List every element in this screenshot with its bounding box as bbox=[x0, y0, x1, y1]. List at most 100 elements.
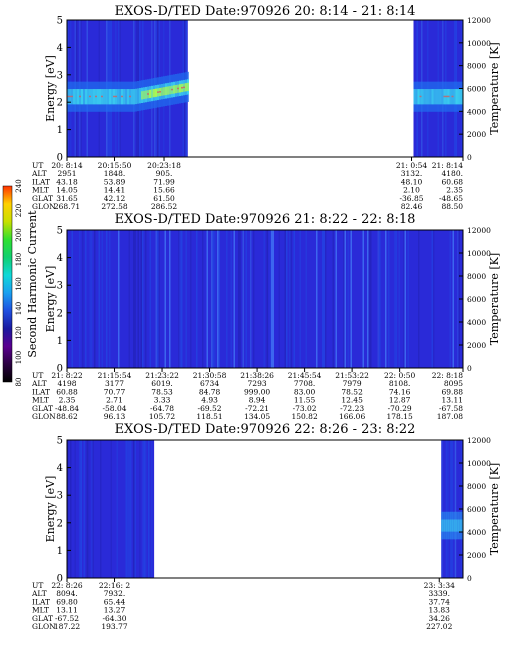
ephemeris-value: 21: 8:22 bbox=[51, 371, 83, 380]
ephemeris-value: 4198 bbox=[57, 379, 76, 388]
y-right-axis-label: Temperature [K] bbox=[488, 42, 501, 134]
ephemeris-value: 20:15:50 bbox=[98, 161, 132, 170]
ephemeris-label: ILAT bbox=[32, 387, 50, 396]
ephemeris-label: MLT bbox=[32, 606, 49, 615]
panel-2: EXOS-D/TED Date:970926 21: 8:22 - 22: 8:… bbox=[31, 212, 501, 421]
ephemeris-value: -64.78 bbox=[150, 404, 174, 413]
ephemeris-value: 60.88 bbox=[56, 387, 78, 396]
colorbar-tick-label: 140 bbox=[15, 302, 23, 315]
y-right-tick-label: 6000 bbox=[467, 505, 486, 514]
ephemeris-value: 21:30:58 bbox=[193, 371, 227, 380]
ephemeris-label: GLON bbox=[32, 412, 56, 421]
ephemeris-value: 20: 8:14 bbox=[51, 161, 83, 170]
ephemeris-value: 8108. bbox=[389, 379, 410, 388]
ephemeris-label: GLAT bbox=[32, 404, 53, 413]
y-right-tick-label: 8000 bbox=[467, 482, 486, 491]
panel-1: EXOS-D/TED Date:970926 20: 8:14 - 21: 8:… bbox=[31, 4, 501, 211]
ephemeris-value: 7979 bbox=[343, 379, 362, 388]
y-right-tick-label: 2000 bbox=[467, 551, 486, 560]
colorbar: 80 100 120 140 160 180 200 220 240 Second Harmoni… bbox=[2, 179, 39, 386]
y-tick-label: 2 bbox=[57, 518, 63, 529]
panel-3: EXOS-D/TED Date:970926 22: 8:26 - 23: 8:… bbox=[31, 422, 501, 631]
ephemeris-value: 21:15:54 bbox=[98, 371, 132, 380]
ephemeris-value: 105.72 bbox=[149, 412, 175, 421]
ephemeris-value: -69.52 bbox=[198, 404, 222, 413]
ephemeris-value: -58.04 bbox=[103, 404, 127, 413]
ephemeris-value: 74.16 bbox=[389, 387, 411, 396]
ephemeris-value: 14.05 bbox=[56, 186, 78, 195]
ephemeris-value: 7932. bbox=[104, 589, 125, 598]
y-tick-label: 4 bbox=[57, 43, 63, 54]
ephemeris-value: 13.27 bbox=[104, 606, 126, 615]
y-right-tick-label: 6000 bbox=[467, 85, 486, 94]
y-axis-label: Energy [eV] bbox=[44, 266, 57, 333]
ephemeris-value: 21:38:26 bbox=[240, 371, 274, 380]
y-right-tick-label: 2000 bbox=[467, 130, 486, 139]
ephemeris-value: -72.23 bbox=[340, 404, 364, 413]
ephemeris-value: 11.55 bbox=[294, 396, 316, 405]
ephemeris-value: 2.35 bbox=[59, 396, 76, 405]
ephemeris-value: 905. bbox=[156, 169, 173, 178]
ephemeris-value: 31.65 bbox=[56, 194, 78, 203]
ephemeris-value: 12.45 bbox=[341, 396, 363, 405]
colorbar-scale bbox=[2, 185, 13, 383]
ephemeris-value: 42.12 bbox=[104, 194, 126, 203]
ephemeris-value: 3132. bbox=[401, 169, 422, 178]
ephemeris-value: 21:45:54 bbox=[288, 371, 322, 380]
colorbar-tick-label: 180 bbox=[15, 253, 23, 266]
ephemeris-value: 88.62 bbox=[56, 412, 78, 421]
data-segment bbox=[67, 440, 155, 578]
ephemeris-value: 134.05 bbox=[244, 412, 270, 421]
y-tick-label: 0 bbox=[57, 574, 63, 585]
y-right-tick-label: 10000 bbox=[467, 249, 491, 258]
y-tick-label: 0 bbox=[57, 153, 63, 164]
ephemeris-value: 2951 bbox=[57, 169, 76, 178]
ephemeris-value: 60.68 bbox=[442, 177, 464, 186]
ephemeris-value: 83.00 bbox=[294, 387, 316, 396]
ephemeris-value: -64.30 bbox=[103, 614, 127, 623]
ephemeris-value: 22: 0:50 bbox=[384, 371, 416, 380]
ephemeris-value: -67.52 bbox=[55, 614, 79, 623]
ephemeris-value: -67.58 bbox=[439, 404, 463, 413]
ephemeris-value: 82.46 bbox=[401, 202, 423, 211]
y-tick-label: 3 bbox=[57, 281, 63, 292]
ephemeris-label: ALT bbox=[31, 589, 47, 598]
ephemeris-value: 3339. bbox=[428, 589, 449, 598]
y-tick-label: 5 bbox=[57, 436, 63, 447]
y-right-tick-label: 8000 bbox=[467, 272, 486, 281]
y-right-tick-label: 10000 bbox=[467, 39, 491, 48]
y-tick-label: 2 bbox=[57, 308, 63, 319]
y-tick-label: 3 bbox=[57, 491, 63, 502]
y-right-tick-label: 4000 bbox=[467, 528, 486, 537]
y-tick-label: 1 bbox=[57, 336, 63, 347]
ephemeris-value: 7293 bbox=[248, 379, 267, 388]
ephemeris-value: 13.11 bbox=[442, 396, 463, 405]
ephemeris-value: 84.78 bbox=[199, 387, 221, 396]
y-right-tick-label: 4000 bbox=[467, 107, 486, 116]
ephemeris-label: ILAT bbox=[32, 597, 50, 606]
ephemeris-value: 999.00 bbox=[244, 387, 270, 396]
ephemeris-value: 8.94 bbox=[249, 396, 266, 405]
ephemeris-label: GLAT bbox=[32, 614, 53, 623]
ephemeris-value: 21:53:22 bbox=[335, 371, 369, 380]
y-tick-label: 4 bbox=[57, 253, 63, 264]
data-segment bbox=[67, 20, 189, 157]
y-right-tick-label: 12000 bbox=[467, 436, 491, 445]
ephemeris-label: MLT bbox=[32, 186, 49, 195]
ephemeris-value: -48.65 bbox=[439, 194, 463, 203]
ephemeris-value: 2.35 bbox=[446, 186, 463, 195]
ephemeris-value: -72.21 bbox=[245, 404, 269, 413]
ephemeris-value: 22: 8:18 bbox=[432, 371, 464, 380]
ephemeris-label: ALT bbox=[31, 379, 47, 388]
colorbar-tick-label: 220 bbox=[15, 204, 23, 217]
ephemeris-value: 118.51 bbox=[196, 412, 222, 421]
ephemeris-value: 22:16: 2 bbox=[99, 581, 131, 590]
y-right-tick-label: 10000 bbox=[467, 459, 491, 468]
ephemeris-value: 70.77 bbox=[104, 387, 126, 396]
panel-title: EXOS-D/TED Date:970926 21: 8:22 - 22: 8:… bbox=[115, 212, 416, 227]
y-right-tick-label: 0 bbox=[467, 364, 472, 373]
ephemeris-label: MLT bbox=[32, 396, 49, 405]
y-right-tick-label: 0 bbox=[467, 574, 472, 583]
ephemeris-value: 2.71 bbox=[106, 396, 123, 405]
ephemeris-value: 88.50 bbox=[442, 202, 464, 211]
